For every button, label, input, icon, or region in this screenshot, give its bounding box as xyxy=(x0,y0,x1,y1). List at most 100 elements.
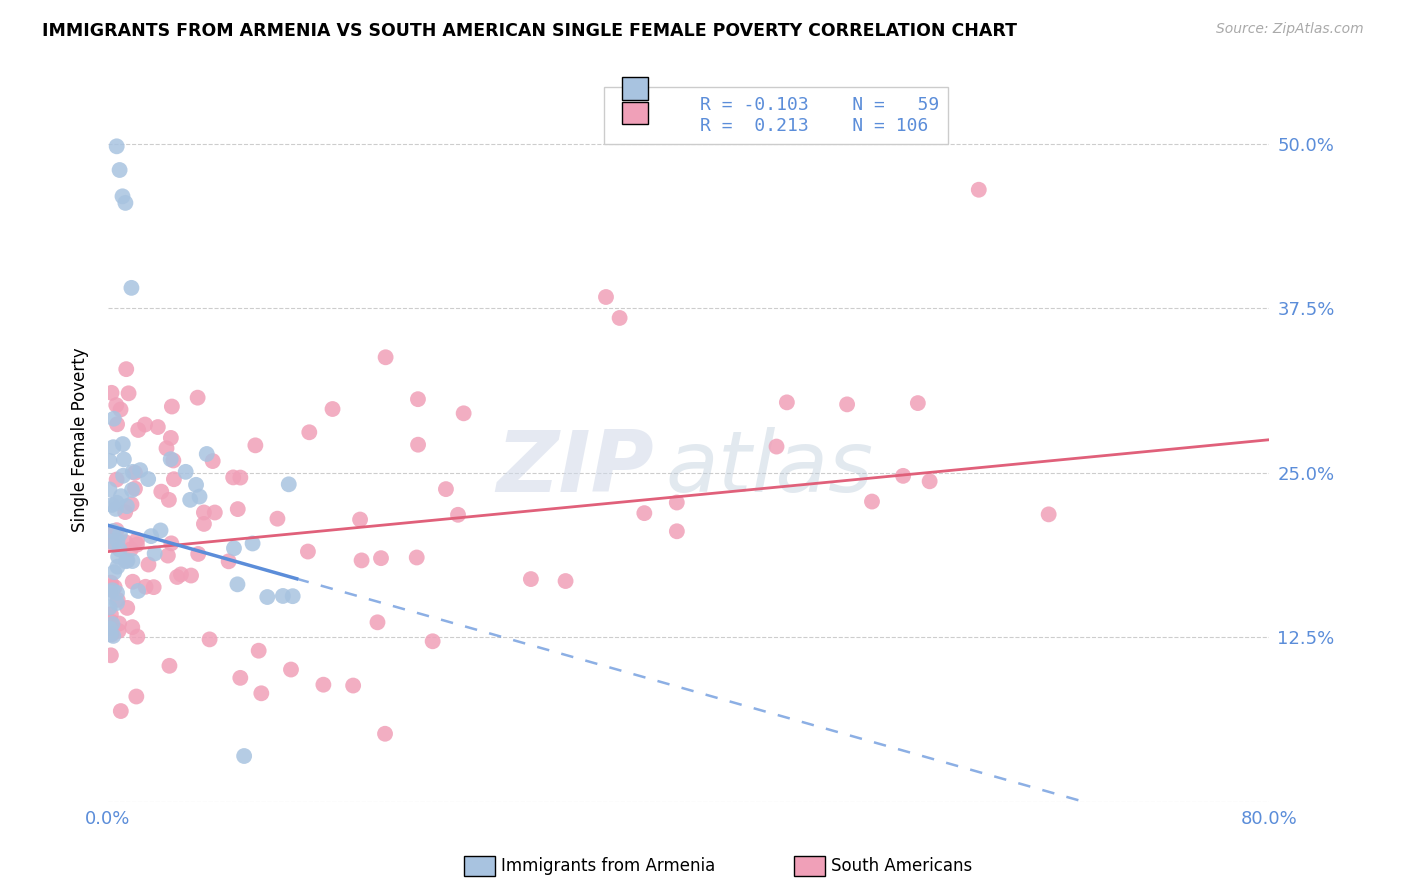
Point xyxy=(406,438,429,452)
Point xyxy=(149,524,172,538)
Point xyxy=(107,593,129,607)
Point xyxy=(138,558,160,572)
Point xyxy=(124,482,146,496)
Point xyxy=(120,542,142,557)
Point xyxy=(222,470,245,484)
Point xyxy=(835,397,858,411)
Point xyxy=(370,551,392,566)
Point xyxy=(100,582,122,597)
Point xyxy=(366,615,388,630)
Point xyxy=(108,163,131,178)
Point xyxy=(103,411,125,425)
Point xyxy=(146,420,169,434)
Point xyxy=(141,529,163,543)
Point xyxy=(111,437,134,451)
Point xyxy=(129,463,152,477)
Point xyxy=(187,391,209,405)
Point xyxy=(907,396,929,410)
Point xyxy=(453,406,475,420)
Point xyxy=(107,624,129,638)
Point xyxy=(891,468,914,483)
Point xyxy=(105,473,128,487)
Point xyxy=(121,497,143,511)
Point xyxy=(100,575,122,590)
Point xyxy=(179,492,201,507)
Point xyxy=(100,627,122,641)
Point xyxy=(127,533,149,547)
Point xyxy=(188,490,211,504)
Point xyxy=(187,547,209,561)
Text: IMMIGRANTS FROM ARMENIA VS SOUTH AMERICAN SINGLE FEMALE POVERTY CORRELATION CHAR: IMMIGRANTS FROM ARMENIA VS SOUTH AMERICA… xyxy=(42,22,1017,40)
Point xyxy=(765,440,787,454)
Point xyxy=(105,523,128,537)
Text: atlas: atlas xyxy=(665,427,873,510)
Point xyxy=(100,625,122,640)
Point xyxy=(105,417,128,432)
Point xyxy=(156,549,179,563)
Point xyxy=(136,472,159,486)
Point xyxy=(222,541,245,556)
Point xyxy=(277,477,299,491)
Point xyxy=(124,466,146,480)
Point xyxy=(170,567,193,582)
Point xyxy=(1038,508,1060,522)
Point xyxy=(665,524,688,539)
Point xyxy=(233,749,256,764)
Point xyxy=(134,417,156,432)
Point xyxy=(157,492,180,507)
Point xyxy=(281,589,304,603)
Point xyxy=(114,505,136,519)
Point xyxy=(101,498,124,512)
Point xyxy=(142,580,165,594)
Point xyxy=(108,527,131,541)
Point xyxy=(112,468,135,483)
Point xyxy=(104,502,127,516)
Point xyxy=(195,447,218,461)
Point xyxy=(108,616,131,631)
Point xyxy=(105,139,128,153)
Point xyxy=(121,483,143,497)
Point xyxy=(322,402,344,417)
Point xyxy=(104,580,127,594)
Point xyxy=(280,663,302,677)
Point xyxy=(180,568,202,582)
Point xyxy=(271,589,294,603)
Point xyxy=(114,195,136,210)
Point xyxy=(98,585,121,599)
Point xyxy=(115,601,138,615)
Point xyxy=(250,686,273,700)
Point xyxy=(101,583,124,598)
Point xyxy=(229,671,252,685)
Point xyxy=(159,452,181,467)
Point xyxy=(245,438,267,452)
Point xyxy=(103,440,125,454)
Point xyxy=(166,570,188,584)
Point xyxy=(297,544,319,558)
Point xyxy=(100,627,122,641)
Point xyxy=(447,508,470,522)
Point xyxy=(609,310,631,325)
Point xyxy=(298,425,321,440)
Point xyxy=(98,622,121,636)
Point xyxy=(117,553,139,567)
Point xyxy=(135,580,157,594)
Point xyxy=(112,452,135,467)
Point xyxy=(107,533,129,548)
Point xyxy=(520,572,543,586)
Point xyxy=(860,494,883,508)
Point xyxy=(349,512,371,526)
FancyBboxPatch shape xyxy=(623,102,648,124)
Point xyxy=(125,538,148,552)
Point xyxy=(98,600,121,615)
Point xyxy=(127,423,149,437)
Point xyxy=(226,577,249,591)
Point xyxy=(595,290,617,304)
Point xyxy=(121,620,143,634)
Point xyxy=(162,453,184,467)
Point xyxy=(105,596,128,610)
Y-axis label: Single Female Poverty: Single Female Poverty xyxy=(72,348,89,532)
Point xyxy=(776,395,799,409)
Point xyxy=(247,643,270,657)
Text: Source: ZipAtlas.com: Source: ZipAtlas.com xyxy=(1216,22,1364,37)
Point xyxy=(155,442,177,456)
